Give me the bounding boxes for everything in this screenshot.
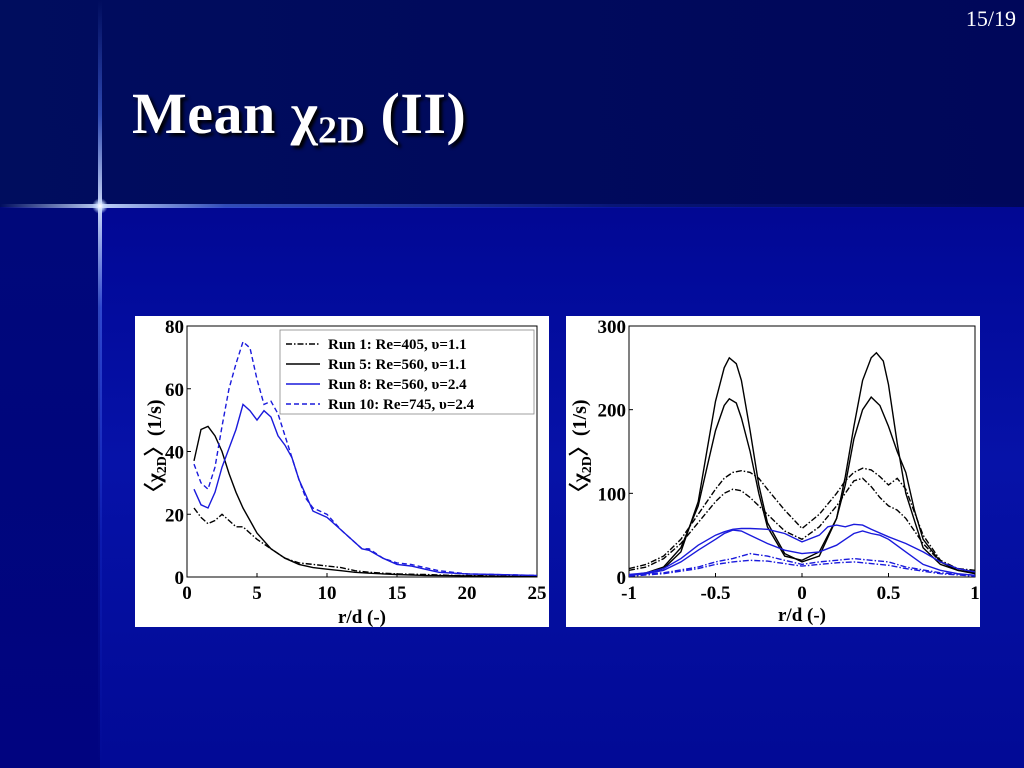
- y-tick-label: 60: [165, 380, 184, 401]
- legend-entry: Run 8: Re=560, υ=2.4: [328, 377, 467, 393]
- left-band: [0, 207, 100, 768]
- y-axis-label: 〈χ2D〉(1/s): [568, 399, 595, 502]
- series-line-6: [629, 529, 975, 576]
- series-line-7: [629, 552, 975, 576]
- chart-right-panel: -1 -0.5 0 0.5 1 0 100 200 300 〈χ2D〉(1/s) r/d (-): [566, 316, 980, 627]
- x-axis-label: r/d (-): [778, 605, 826, 626]
- x-tick-label: 15: [388, 583, 407, 604]
- series-line-2: [193, 425, 537, 577]
- series-line-1: [629, 351, 975, 576]
- x-tick-label: -1: [621, 583, 637, 604]
- y-axis-label-tail: 〉(1/s): [568, 399, 591, 456]
- x-tick-label: 20: [458, 583, 477, 604]
- chart-left: 0 5 10 15 20 25 0 20 40 60 80 〈χ2D〉(1/s) r/d (-) Run …: [143, 317, 547, 627]
- light-flare-horizontal: [0, 204, 1024, 208]
- x-tick-label: -0.5: [700, 583, 730, 604]
- light-flare-star-icon: [92, 198, 108, 214]
- page-number: 15/19: [965, 6, 1016, 31]
- title-prefix: Mean χ: [132, 81, 319, 146]
- series-line-4: [193, 340, 537, 577]
- y-tick-label: 200: [598, 401, 627, 422]
- y-axis-label-main: 〈χ: [143, 473, 166, 503]
- slide-title: Mean χ2D (II): [132, 80, 466, 153]
- x-tick-label: 25: [528, 583, 547, 604]
- series-line-8: [629, 559, 975, 577]
- legend-box: [279, 329, 535, 415]
- series-line-3: [629, 467, 975, 571]
- y-axis-label-sub: 2D: [580, 456, 595, 473]
- title-band: [0, 0, 1024, 207]
- x-tick-label: 0: [797, 583, 807, 604]
- y-tick-label: 40: [165, 443, 184, 464]
- series-line-5: [629, 523, 975, 576]
- y-axis-label-tail: 〉(1/s): [143, 399, 166, 456]
- light-flare-vertical: [98, 0, 102, 768]
- series-line-2: [629, 396, 975, 576]
- series-line-1: [193, 507, 537, 577]
- y-tick-label: 0: [617, 568, 627, 589]
- series-line-3: [193, 403, 537, 577]
- chart-right: -1 -0.5 0 0.5 1 0 100 200 300 〈χ2D〉(1/s) r/d (-): [568, 317, 980, 626]
- y-axis-label-main: 〈χ: [568, 473, 591, 503]
- y-tick-label: 80: [165, 317, 184, 338]
- legend-entry: Run 5: Re=560, υ=1.1: [328, 357, 467, 373]
- x-tick-label: 5: [252, 583, 262, 604]
- x-tick-label: 1: [970, 583, 980, 604]
- series-line-4: [629, 477, 975, 573]
- chart-left-panel: 0 5 10 15 20 25 0 20 40 60 80 〈χ2D〉(1/s) r/d (-) Run …: [135, 316, 549, 627]
- y-tick-label: 20: [165, 505, 184, 526]
- x-tick-label: 10: [318, 583, 337, 604]
- x-axis-label: r/d (-): [338, 607, 386, 627]
- legend-entry: Run 1: Re=405, υ=1.1: [328, 337, 467, 353]
- x-tick-label: 0.5: [877, 583, 901, 604]
- y-axis-label-sub: 2D: [155, 456, 170, 473]
- title-subscript: 2D: [318, 109, 366, 152]
- legend-entry: Run 10: Re=745, υ=2.4: [328, 397, 475, 413]
- y-tick-label: 0: [175, 568, 185, 589]
- title-suffix: (II): [365, 81, 467, 146]
- y-tick-label: 300: [598, 317, 627, 338]
- x-tick-label: 0: [182, 583, 192, 604]
- y-tick-label: 100: [598, 484, 627, 505]
- y-axis-label: 〈χ2D〉(1/s): [143, 399, 170, 502]
